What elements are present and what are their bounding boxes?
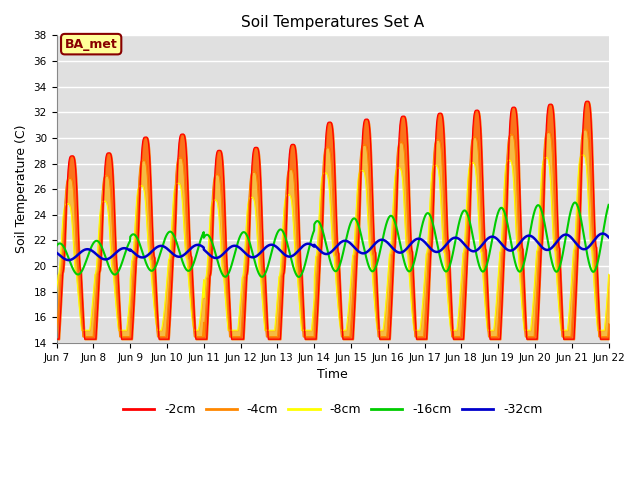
X-axis label: Time: Time: [317, 368, 348, 381]
Text: BA_met: BA_met: [65, 37, 118, 51]
Title: Soil Temperatures Set A: Soil Temperatures Set A: [241, 15, 424, 30]
Y-axis label: Soil Temperature (C): Soil Temperature (C): [15, 125, 28, 253]
Legend: -2cm, -4cm, -8cm, -16cm, -32cm: -2cm, -4cm, -8cm, -16cm, -32cm: [118, 398, 547, 421]
